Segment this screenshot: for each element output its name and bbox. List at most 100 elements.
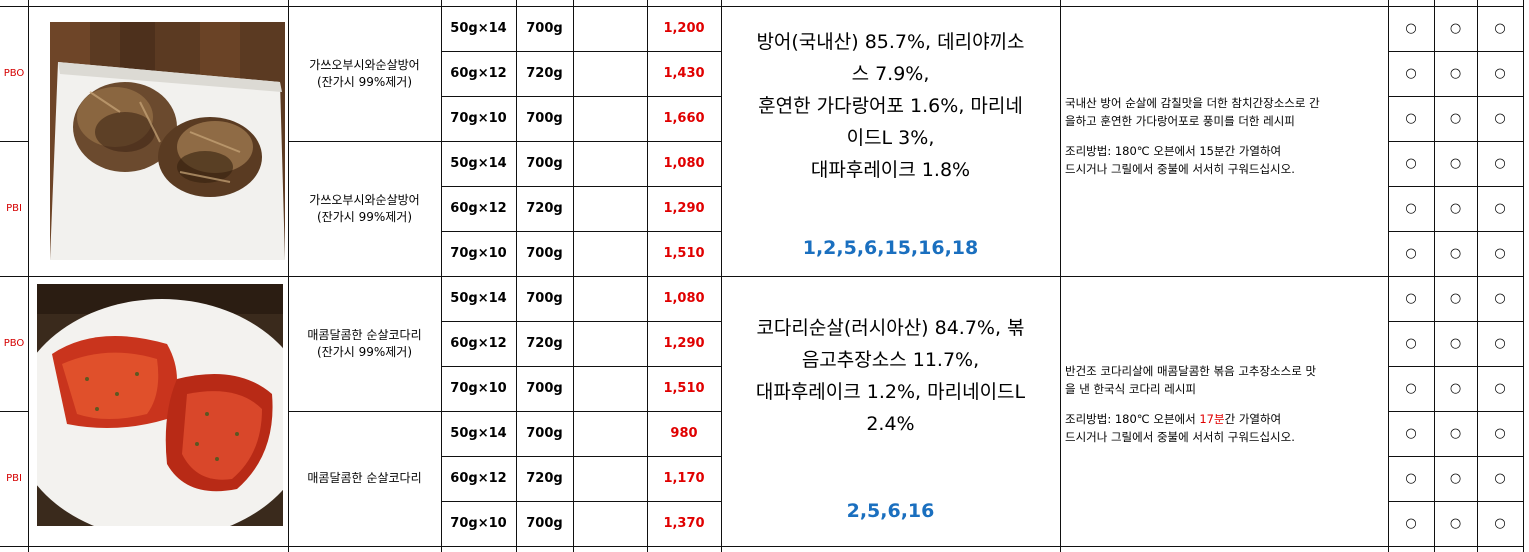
grid-line — [28, 276, 288, 277]
grid-line — [441, 276, 721, 277]
availability-mark: ○ — [1405, 201, 1417, 216]
grid-line — [441, 456, 721, 457]
ingredients-text: 방어(국내산) 85.7%, 데리야끼소 스 7.9%, 훈연한 가다랑어포 1.6… — [756, 26, 1024, 186]
availability-mark: ○ — [1449, 426, 1462, 441]
grid-line — [0, 546, 1523, 547]
grid-line — [288, 141, 441, 142]
availability-mark: ○ — [1494, 111, 1506, 126]
grid-line — [1060, 0, 1061, 552]
ingredient-line: 2.4% — [866, 413, 915, 435]
net-weight: 720g — [526, 201, 563, 216]
net-weight: 700g — [526, 381, 563, 396]
variant-tag: PBI — [6, 473, 22, 484]
unit-price: 980 — [670, 426, 698, 441]
grid-line — [1388, 231, 1523, 232]
availability-mark: ○ — [1449, 291, 1462, 306]
availability-mark: ○ — [1405, 516, 1417, 531]
grid-line — [441, 141, 721, 142]
grid-line — [1434, 0, 1435, 552]
availability-mark: ○ — [1494, 426, 1506, 441]
availability-mark: ○ — [1494, 66, 1506, 81]
grid-line — [28, 0, 29, 552]
cooking-method-line-2: 드시거나 그릴에서 중불에 서서히 구워드십시오. — [1065, 430, 1295, 444]
availability-mark: ○ — [1405, 246, 1417, 261]
ingredient-line: 방어(국내산) 85.7%, 데리야끼소 — [756, 31, 1025, 53]
unit-price: 1,080 — [663, 156, 705, 171]
ingredient-line: 스 7.9%, — [851, 63, 930, 85]
net-weight: 700g — [526, 246, 563, 261]
net-weight: 720g — [526, 471, 563, 486]
availability-mark: ○ — [1405, 426, 1417, 441]
grid-line — [1388, 411, 1523, 412]
cooking-suffix: 간 가열하여 — [1224, 412, 1282, 426]
grid-line — [0, 6, 28, 7]
ingredient-line: 코다리순살(러시아산) 84.7%, 볶 — [756, 317, 1025, 339]
cooking-method-line: 조리방법: 180℃ 오븐에서 17분간 가열하여 — [1065, 410, 1281, 428]
cooking-method-line: 조리방법: 180℃ 오븐에서 15분간 가열하여 — [1065, 142, 1281, 160]
grid-line — [516, 0, 517, 552]
grid-line — [1388, 501, 1523, 502]
availability-mark: ○ — [1494, 291, 1506, 306]
cooking-prefix: 조리방법: 180℃ 오븐에서 — [1065, 144, 1200, 158]
grid-line — [1388, 321, 1523, 322]
grid-line — [441, 321, 721, 322]
availability-mark: ○ — [1494, 516, 1506, 531]
availability-mark: ○ — [1494, 21, 1506, 36]
availability-mark: ○ — [1449, 21, 1462, 36]
availability-mark: ○ — [1405, 66, 1417, 81]
unit-price: 1,080 — [663, 291, 705, 306]
unit-price: 1,290 — [663, 336, 705, 351]
grid-line — [1388, 96, 1523, 97]
product-name: 가쓰오부시와순살방어 (잔가시 99%제거) — [288, 6, 441, 141]
availability-mark: ○ — [1494, 201, 1506, 216]
grid-line — [647, 0, 648, 552]
grid-line — [0, 276, 28, 277]
grid-line — [721, 0, 722, 552]
unit-price: 1,430 — [663, 66, 705, 81]
description-line: 을하고 훈연한 가다랑어포로 풍미를 더한 레시피 — [1065, 114, 1295, 128]
net-weight: 700g — [526, 516, 563, 531]
description-line: 을 낸 한국식 코다리 레시피 — [1065, 382, 1197, 396]
availability-mark: ○ — [1449, 381, 1462, 396]
grid-line — [1388, 6, 1523, 7]
grid-line — [0, 141, 28, 142]
cooking-time: 17분 — [1199, 412, 1225, 426]
grid-line — [441, 96, 721, 97]
grid-line — [28, 6, 288, 7]
variant-tag: PBO — [3, 68, 25, 79]
ingredients-cell: 방어(국내산) 85.7%, 데리야끼소 스 7.9%, 훈연한 가다랑어포 1.6… — [721, 6, 1060, 276]
grid-line — [441, 231, 721, 232]
product-name-line: 매콤달콤한 순살코다리 — [307, 471, 422, 485]
cooking-suffix: 간 가열하여 — [1224, 144, 1282, 158]
product-name: 가쓰오부시와순살방어 (잔가시 99%제거) — [288, 141, 441, 276]
variant-tag: PBO — [3, 338, 25, 349]
pack-size: 70g×10 — [450, 516, 507, 531]
cooking-prefix: 조리방법: 180℃ 오븐에서 — [1065, 412, 1200, 426]
pack-size: 70g×10 — [450, 381, 507, 396]
allergen-codes: 1,2,5,6,15,16,18 — [802, 237, 979, 259]
unit-price: 1,200 — [663, 21, 705, 36]
availability-mark: ○ — [1449, 246, 1462, 261]
availability-mark: ○ — [1449, 471, 1462, 486]
ingredient-line: 음고추장소스 11.7%, — [801, 349, 980, 371]
availability-mark: ○ — [1494, 471, 1506, 486]
ingredients-text: 코다리순살(러시아산) 84.7%, 볶 음고추장소스 11.7%, 대파후레이크 … — [756, 312, 1025, 440]
availability-mark: ○ — [1405, 156, 1417, 171]
availability-mark: ○ — [1449, 156, 1462, 171]
grid-line — [441, 0, 442, 552]
net-weight: 700g — [526, 111, 563, 126]
ingredients-cell: 코다리순살(러시아산) 84.7%, 볶 음고추장소스 11.7%, 대파후레이크 … — [721, 276, 1060, 546]
availability-mark: ○ — [1405, 291, 1417, 306]
grid-line — [0, 411, 28, 412]
cooking-time: 15분 — [1199, 144, 1225, 158]
variant-tag: PBI — [6, 203, 22, 214]
availability-mark: ○ — [1449, 336, 1462, 351]
availability-mark: ○ — [1494, 336, 1506, 351]
net-weight: 700g — [526, 21, 563, 36]
description-line: 반건조 코다리살에 매콤달콤한 볶음 고추장소스로 맛 — [1065, 364, 1317, 378]
unit-price: 1,660 — [663, 111, 705, 126]
grid-line — [441, 6, 721, 7]
net-weight: 720g — [526, 66, 563, 81]
cooking-method-line-2: 드시거나 그릴에서 중불에 서서히 구워드십시오. — [1065, 162, 1295, 176]
